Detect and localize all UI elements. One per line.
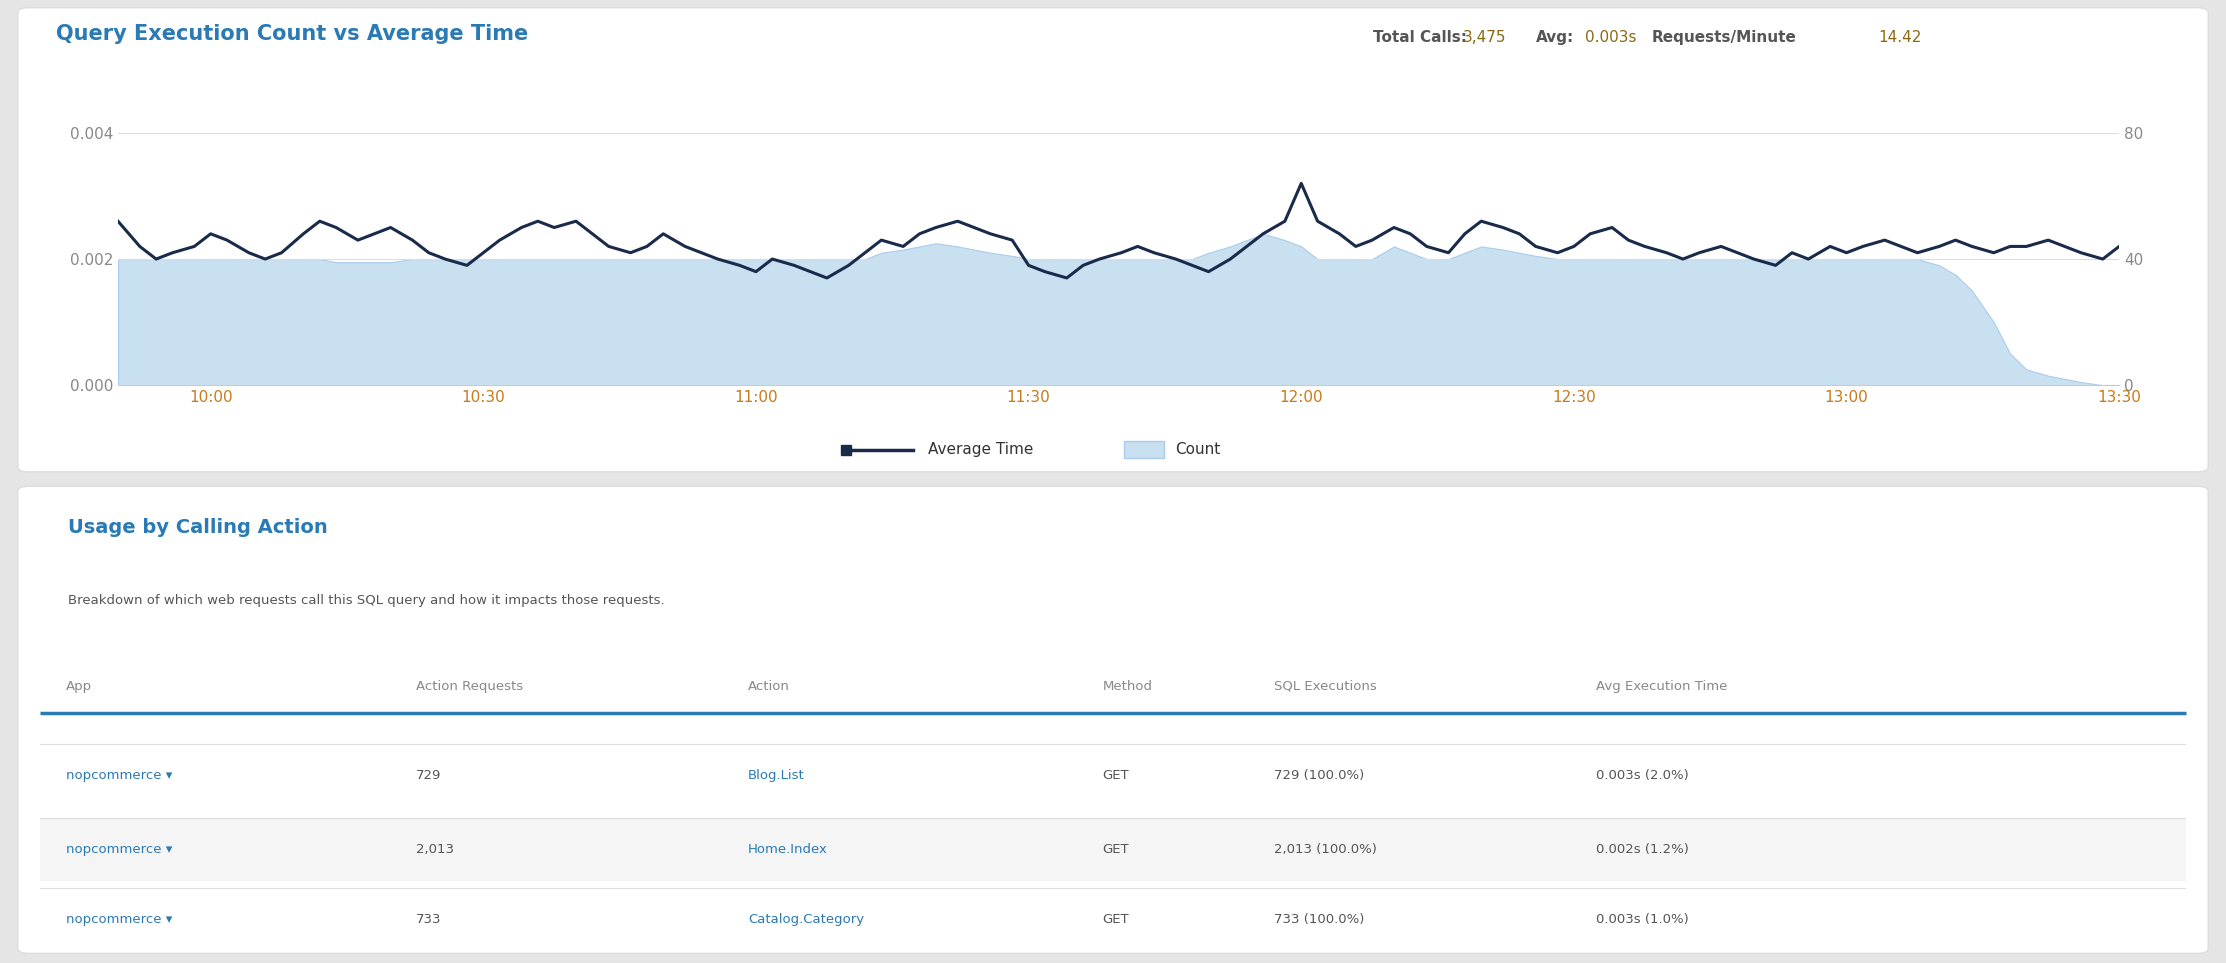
- Text: SQL Executions: SQL Executions: [1273, 680, 1376, 692]
- Text: 2,013: 2,013: [416, 844, 454, 856]
- Text: 729: 729: [416, 769, 441, 782]
- Text: 733 (100.0%): 733 (100.0%): [1273, 913, 1365, 925]
- Text: Total Calls:: Total Calls:: [1373, 30, 1467, 45]
- Text: App: App: [67, 680, 91, 692]
- Text: GET: GET: [1102, 769, 1129, 782]
- FancyBboxPatch shape: [40, 819, 2186, 881]
- Text: Usage by Calling Action: Usage by Calling Action: [69, 518, 327, 537]
- Text: 0.002s (1.2%): 0.002s (1.2%): [1596, 844, 1690, 856]
- Text: 0.003s (1.0%): 0.003s (1.0%): [1596, 913, 1690, 925]
- Text: Avg Execution Time: Avg Execution Time: [1596, 680, 1727, 692]
- Text: GET: GET: [1102, 844, 1129, 856]
- Text: Home.Index: Home.Index: [748, 844, 828, 856]
- Text: Action: Action: [748, 680, 790, 692]
- FancyBboxPatch shape: [40, 888, 2186, 950]
- Text: Query Execution Count vs Average Time: Query Execution Count vs Average Time: [56, 24, 528, 44]
- Text: Blog.List: Blog.List: [748, 769, 806, 782]
- Text: Method: Method: [1102, 680, 1153, 692]
- Text: GET: GET: [1102, 913, 1129, 925]
- Text: 729 (100.0%): 729 (100.0%): [1273, 769, 1365, 782]
- Text: Avg:: Avg:: [1536, 30, 1574, 45]
- Text: 3,475: 3,475: [1462, 30, 1507, 45]
- Text: 733: 733: [416, 913, 441, 925]
- Text: Breakdown of which web requests call this SQL query and how it impacts those req: Breakdown of which web requests call thi…: [69, 594, 666, 608]
- FancyBboxPatch shape: [40, 744, 2186, 807]
- Text: 0.003s: 0.003s: [1585, 30, 1636, 45]
- Text: nopcommerce ▾: nopcommerce ▾: [67, 913, 171, 925]
- Text: 2,013 (100.0%): 2,013 (100.0%): [1273, 844, 1378, 856]
- Text: Action Requests: Action Requests: [416, 680, 523, 692]
- Text: nopcommerce ▾: nopcommerce ▾: [67, 844, 171, 856]
- Text: Average Time: Average Time: [928, 442, 1033, 457]
- Text: 0.003s (2.0%): 0.003s (2.0%): [1596, 769, 1690, 782]
- Text: nopcommerce ▾: nopcommerce ▾: [67, 769, 171, 782]
- Text: Count: Count: [1175, 442, 1220, 457]
- Text: Requests/Minute: Requests/Minute: [1652, 30, 1796, 45]
- Text: Catalog.Category: Catalog.Category: [748, 913, 864, 925]
- Text: 14.42: 14.42: [1879, 30, 1921, 45]
